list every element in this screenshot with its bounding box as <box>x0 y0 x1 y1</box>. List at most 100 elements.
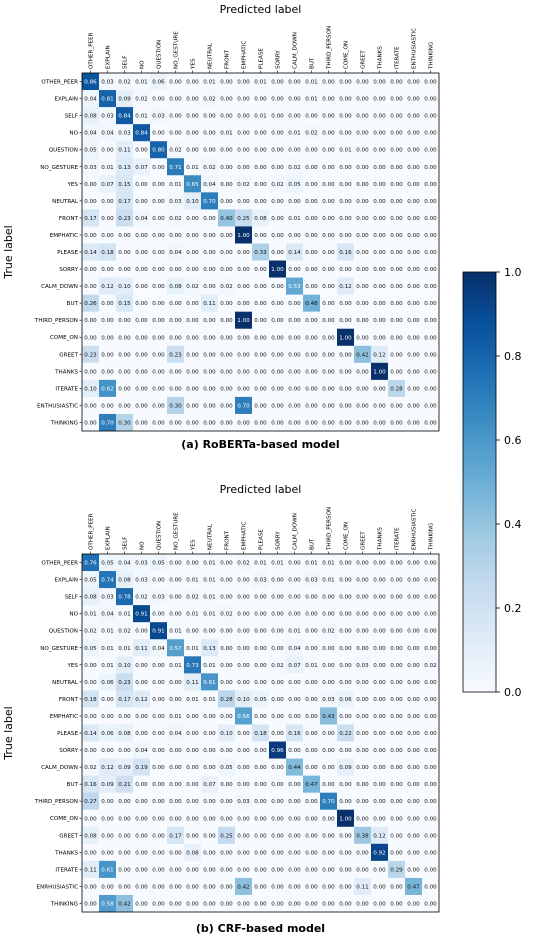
cell-value-label: 0.00 <box>305 816 318 822</box>
cell-value-label: 0.84 <box>135 131 148 137</box>
cell-value-label: 0.00 <box>271 284 284 290</box>
cell-value-label: 0.00 <box>237 782 250 788</box>
cell-value-label: 0.00 <box>135 199 148 205</box>
cell-value-label: 0.00 <box>220 901 233 907</box>
cell-14-20 <box>422 311 440 330</box>
cell-value-label: 0.00 <box>339 80 352 86</box>
cell-value-label: 0.00 <box>101 714 114 720</box>
cell-value-label: 0.02 <box>84 629 96 635</box>
cell-7-13 <box>303 192 321 210</box>
cell-value-label: 0.00 <box>135 714 148 720</box>
cell-value-label: 0.00 <box>271 148 284 154</box>
cell-1-18 <box>388 571 406 589</box>
y-tick-label: THANKS <box>54 850 78 856</box>
cell-16-19 <box>405 826 423 845</box>
cell-value-label: 0.00 <box>288 578 301 584</box>
cell-value-label: 0.03 <box>237 799 250 805</box>
cell-value-label: 0.00 <box>84 663 97 669</box>
cell-17-2 <box>116 362 134 381</box>
cell-value-label: 0.01 <box>169 182 182 188</box>
cell-4-7 <box>201 141 219 159</box>
cell-value-label: 0.00 <box>135 850 148 856</box>
cell-0-20 <box>422 73 440 91</box>
cell-13-19 <box>405 294 423 312</box>
cell-18-8 <box>218 379 236 398</box>
cell-3-12 <box>286 124 304 142</box>
cell-6-13 <box>303 175 321 193</box>
cell-2-11 <box>269 107 287 125</box>
cell-18-10 <box>252 379 270 398</box>
cell-value-label: 0.07 <box>288 663 301 669</box>
cell-value-label: 0.00 <box>373 731 386 737</box>
cell-value-label: 0.00 <box>220 369 233 375</box>
cell-value-label: 0.00 <box>288 386 301 392</box>
cell-18-9 <box>235 379 253 398</box>
cell-3-8 <box>218 124 236 142</box>
cell-14-2 <box>116 311 134 330</box>
cell-value-label: 0.42 <box>118 901 130 907</box>
cell-value-label: 0.00 <box>237 731 250 737</box>
cell-value-label: 0.00 <box>322 731 335 737</box>
cell-value-label: 0.03 <box>152 114 165 120</box>
cell-value-label: 0.00 <box>186 403 199 409</box>
cell-value-label: 0.00 <box>203 799 216 805</box>
cell-18-7 <box>201 379 219 398</box>
cell-value-label: 0.00 <box>169 867 182 873</box>
y-tick-label: FRONT <box>59 216 79 222</box>
cell-4-2 <box>116 622 134 640</box>
cell-value-label: 0.00 <box>322 748 335 754</box>
cell-13-17 <box>371 294 389 312</box>
x-tick-label: QUESTION <box>157 521 163 550</box>
cell-value-label: 0.00 <box>356 561 369 567</box>
cell-3-10 <box>252 124 270 142</box>
cell-0-8 <box>218 554 236 572</box>
cell-value-label: 0.00 <box>356 165 369 171</box>
y-tick-label: CALM_DOWN <box>41 765 78 771</box>
cell-value-label: 0.00 <box>118 714 131 720</box>
cell-value-label: 0.00 <box>220 352 233 358</box>
cell-20-16 <box>354 413 372 432</box>
cell-2-13 <box>303 107 321 125</box>
cell-5-8 <box>218 639 236 657</box>
cell-value-label: 0.00 <box>271 80 284 86</box>
cell-13-17 <box>371 775 389 793</box>
cell-value-label: 0.00 <box>271 301 284 307</box>
cell-11-11 <box>269 260 287 278</box>
cell-value-label: 0.08 <box>118 731 131 737</box>
cell-3-4 <box>150 605 168 623</box>
cell-value-label: 0.05 <box>220 765 233 771</box>
cell-8-4 <box>150 690 168 708</box>
y-tick-label: SELF <box>65 114 78 120</box>
cell-value-label: 0.48 <box>305 301 318 307</box>
cell-7-20 <box>422 673 440 691</box>
cell-19-13 <box>303 877 321 896</box>
cell-value-label: 0.00 <box>254 867 267 873</box>
cell-11-4 <box>150 741 168 759</box>
cell-value-label: 0.00 <box>322 97 335 103</box>
cell-value-label: 0.00 <box>424 352 437 358</box>
cell-value-label: 0.00 <box>254 403 267 409</box>
cell-value-label: 0.00 <box>305 714 318 720</box>
cell-value-label: 0.00 <box>424 301 437 307</box>
cell-16-0 <box>82 345 100 364</box>
cell-0-15 <box>337 554 355 572</box>
cell-15-3 <box>133 328 151 347</box>
cell-14-16 <box>354 792 372 811</box>
cell-value-label: 0.00 <box>322 663 335 669</box>
cell-value-label: 0.00 <box>373 578 386 584</box>
cell-2-17 <box>371 588 389 606</box>
cell-6-18 <box>388 656 406 674</box>
cell-value-label: 0.00 <box>152 318 165 324</box>
cell-13-4 <box>150 775 168 793</box>
y-tick-label: GREET <box>59 352 78 358</box>
cell-11-2 <box>116 260 134 278</box>
cell-9-13 <box>303 707 321 725</box>
cell-1-8 <box>218 571 236 589</box>
cell-18-3 <box>133 860 151 879</box>
cell-17-6 <box>184 843 202 862</box>
cell-12-7 <box>201 277 219 295</box>
cell-17-20 <box>422 843 440 862</box>
cell-4-14 <box>320 141 338 159</box>
cell-11-6 <box>184 260 202 278</box>
x-axis-label: Predicted label <box>220 3 302 16</box>
